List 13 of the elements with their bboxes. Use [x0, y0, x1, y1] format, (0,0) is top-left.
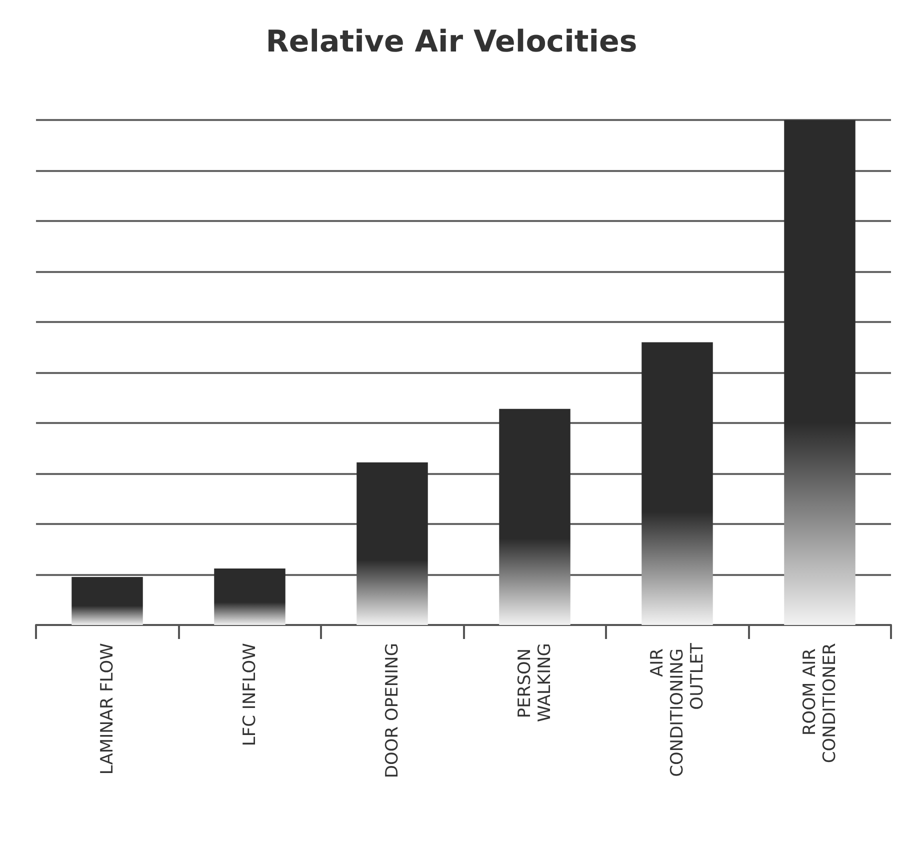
- bar: [499, 408, 570, 625]
- x-tick-label: LFC INFLOW: [240, 642, 260, 746]
- bar: [784, 120, 856, 625]
- bar: [642, 342, 713, 625]
- bar: [356, 462, 428, 625]
- bar: [72, 577, 143, 625]
- x-tick-label: AIR CONDITIONING OUTLET: [647, 642, 708, 777]
- x-tick-label: PERSON WALKING: [514, 643, 555, 722]
- x-tick-label: LAMINAR FLOW: [97, 642, 118, 775]
- x-tick-label: DOOR OPENING: [382, 643, 402, 778]
- chart-title: Relative Air Velocities: [266, 24, 638, 60]
- bar: [214, 568, 286, 625]
- x-tick-label: ROOM AIR CONDITIONER: [800, 642, 840, 764]
